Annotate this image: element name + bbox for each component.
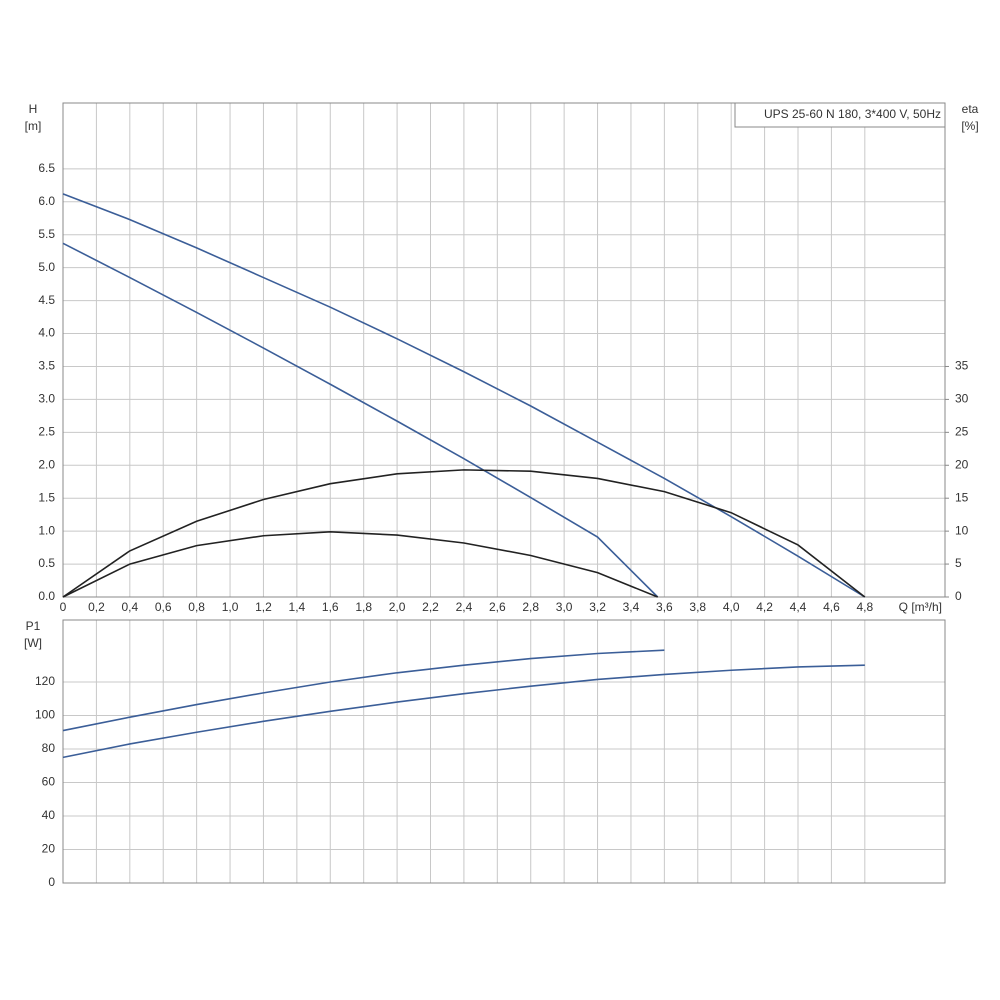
x-tick-label: 2,6 [489, 600, 506, 614]
x-tick-label: 4,2 [756, 600, 773, 614]
x-tick-label: 0,2 [88, 600, 105, 614]
x-tick-label: 4,6 [823, 600, 840, 614]
x-tick-label: 3,6 [656, 600, 673, 614]
y-tick-label: 0.5 [38, 556, 55, 570]
chart-title: UPS 25-60 N 180, 3*400 V, 50Hz [764, 107, 941, 121]
x-tick-label: 4,4 [790, 600, 807, 614]
x-axis-label: Q [m³/h] [899, 600, 942, 614]
y-tick-label: 1.0 [38, 523, 55, 537]
title-box [734, 102, 946, 128]
y2-tick-label: 30 [955, 392, 969, 406]
y-axis-unit: [m] [25, 119, 42, 133]
y-tick-label: 3.0 [38, 392, 55, 406]
x-tick-label: 3,2 [589, 600, 606, 614]
y2-tick-label: 25 [955, 425, 969, 439]
y-tick-label: 60 [42, 775, 56, 789]
y2-axis-unit: [%] [961, 119, 978, 133]
x-tick-label: 1,8 [355, 600, 372, 614]
y-tick-label: 100 [35, 708, 55, 722]
x-tick-label: 1,0 [222, 600, 239, 614]
x-tick-label: 2,8 [522, 600, 539, 614]
plot-frame [62, 102, 946, 598]
x-tick-label: 4,0 [723, 600, 740, 614]
y-tick-label: 2.0 [38, 457, 55, 471]
x-tick-label: 1,6 [322, 600, 339, 614]
y-axis-unit: [W] [24, 636, 42, 650]
curve [62, 469, 866, 598]
x-tick-label: 4,8 [856, 600, 873, 614]
y-tick-label: 20 [42, 842, 56, 856]
curve [62, 649, 665, 732]
y2-tick-label: 0 [955, 589, 962, 603]
y-tick-label: 6.5 [38, 161, 55, 175]
x-tick-label: 1,4 [289, 600, 306, 614]
y-tick-label: 5.5 [38, 227, 55, 241]
plot-frame [62, 619, 946, 884]
x-tick-label: 2,2 [422, 600, 439, 614]
curve [62, 193, 866, 598]
x-tick-label: 0 [60, 600, 67, 614]
y-axis-label: H [29, 102, 38, 116]
x-tick-label: 2,4 [456, 600, 473, 614]
x-tick-label: 3,0 [556, 600, 573, 614]
y-axis-label: P1 [26, 619, 41, 633]
y2-tick-label: 15 [955, 490, 969, 504]
y2-tick-label: 10 [955, 523, 969, 537]
y-tick-label: 6.0 [38, 194, 55, 208]
y-tick-label: 120 [35, 674, 55, 688]
x-tick-label: 0,6 [155, 600, 172, 614]
x-tick-label: 3,8 [689, 600, 706, 614]
y-tick-label: 4.5 [38, 293, 55, 307]
x-tick-label: 2,0 [389, 600, 406, 614]
y-tick-label: 40 [42, 808, 56, 822]
y-tick-label: 3.5 [38, 359, 55, 373]
y-tick-label: 1.5 [38, 490, 55, 504]
y2-axis-label: eta [962, 102, 979, 116]
y-tick-label: 0.0 [38, 589, 55, 603]
y-tick-label: 5.0 [38, 260, 55, 274]
curve [62, 530, 658, 598]
x-tick-label: 0,8 [188, 600, 205, 614]
y-tick-label: 80 [42, 741, 56, 755]
y-tick-label: 4.0 [38, 326, 55, 340]
x-tick-label: 0,4 [121, 600, 138, 614]
curve [62, 242, 659, 598]
y-tick-label: 2.5 [38, 425, 55, 439]
y-tick-label: 0 [48, 875, 55, 889]
x-tick-label: 3,4 [623, 600, 640, 614]
y2-tick-label: 20 [955, 457, 969, 471]
y2-tick-label: 35 [955, 359, 969, 373]
curve [62, 664, 865, 759]
x-tick-label: 1,2 [255, 600, 272, 614]
y2-tick-label: 5 [955, 556, 962, 570]
